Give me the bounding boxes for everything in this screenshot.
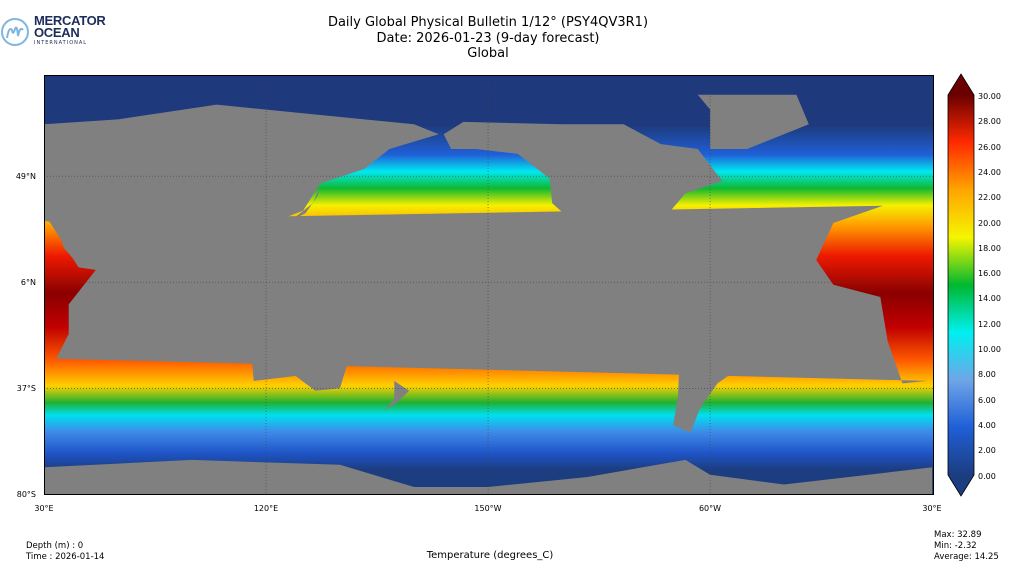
min-value: Min: -2.32 <box>934 541 977 551</box>
lon-label: 60°W <box>698 504 722 513</box>
max-value: Max: 32.89 <box>934 530 982 540</box>
colorbar-tick-label: 26.00 <box>978 142 1001 152</box>
colorbar-tick-label: 18.00 <box>978 243 1001 253</box>
landmass <box>251 324 348 391</box>
lon-label: 30°E <box>34 504 54 513</box>
average-value: Average: 14.25 <box>934 552 999 562</box>
colorbar-tick-label: 12.00 <box>978 319 1001 329</box>
landmass <box>44 104 439 293</box>
lon-label: 30°E <box>922 504 942 513</box>
landmass <box>76 329 94 359</box>
colorbar-tick-label: 8.00 <box>978 370 996 380</box>
colorbar-gradient <box>948 95 974 475</box>
colorbar-label: Temperature (degrees_C) <box>426 550 554 561</box>
sst-map <box>44 75 934 495</box>
depth-label: Depth (m) : 0 <box>26 541 84 551</box>
colorbar-tick-label: 30.00 <box>978 92 1001 101</box>
colorbar-tick-label: 22.00 <box>978 193 1001 203</box>
colorbar-tick-label: 14.00 <box>978 294 1001 304</box>
landmass <box>293 299 340 322</box>
colorbar-tick-label: 6.00 <box>978 395 996 405</box>
colorbar-min-extension <box>948 475 974 496</box>
landmass <box>204 284 252 317</box>
lon-label: 150°W <box>474 504 502 513</box>
landmass <box>44 205 928 384</box>
lat-label: 49°N <box>15 172 36 181</box>
colorbar-tick-label: 4.00 <box>978 420 996 430</box>
logo-subtext: INTERNATIONAL <box>34 40 88 46</box>
mercator-logo-icon <box>1 18 29 46</box>
title-line-1: Daily Global Physical Bulletin 1/12° (PS… <box>327 15 649 30</box>
time-label: Time : 2026-01-14 <box>26 552 105 562</box>
landmass <box>697 94 809 149</box>
colorbar-tick-label: 20.00 <box>978 218 1001 228</box>
colorbar-tick-label: 2.00 <box>978 446 996 456</box>
graticule <box>44 75 934 495</box>
colorbar-max-extension <box>948 74 974 95</box>
landmass <box>658 272 772 433</box>
colorbar <box>947 73 975 497</box>
lat-label: 80°S <box>16 490 36 499</box>
colorbar-tick-label: 0.00 <box>978 471 996 481</box>
title-line-2: Date: 2026-01-23 (9-day forecast) <box>376 31 600 46</box>
colorbar-tick-label: 10.00 <box>978 345 1001 354</box>
landmass <box>443 121 723 278</box>
lat-label: 6°N <box>20 278 36 287</box>
landmass <box>384 380 410 411</box>
colorbar-tick-label: 24.00 <box>978 167 1001 177</box>
title-line-3: Global <box>467 46 509 61</box>
landmass <box>238 279 264 307</box>
colorbar-tick-label: 16.00 <box>978 269 1001 279</box>
lon-label: 120°E <box>253 504 279 513</box>
logo-text: MERCATOR OCEAN <box>34 13 106 40</box>
colorbar-tick-label: 28.00 <box>978 117 1001 127</box>
lat-label: 37°S <box>16 384 36 393</box>
